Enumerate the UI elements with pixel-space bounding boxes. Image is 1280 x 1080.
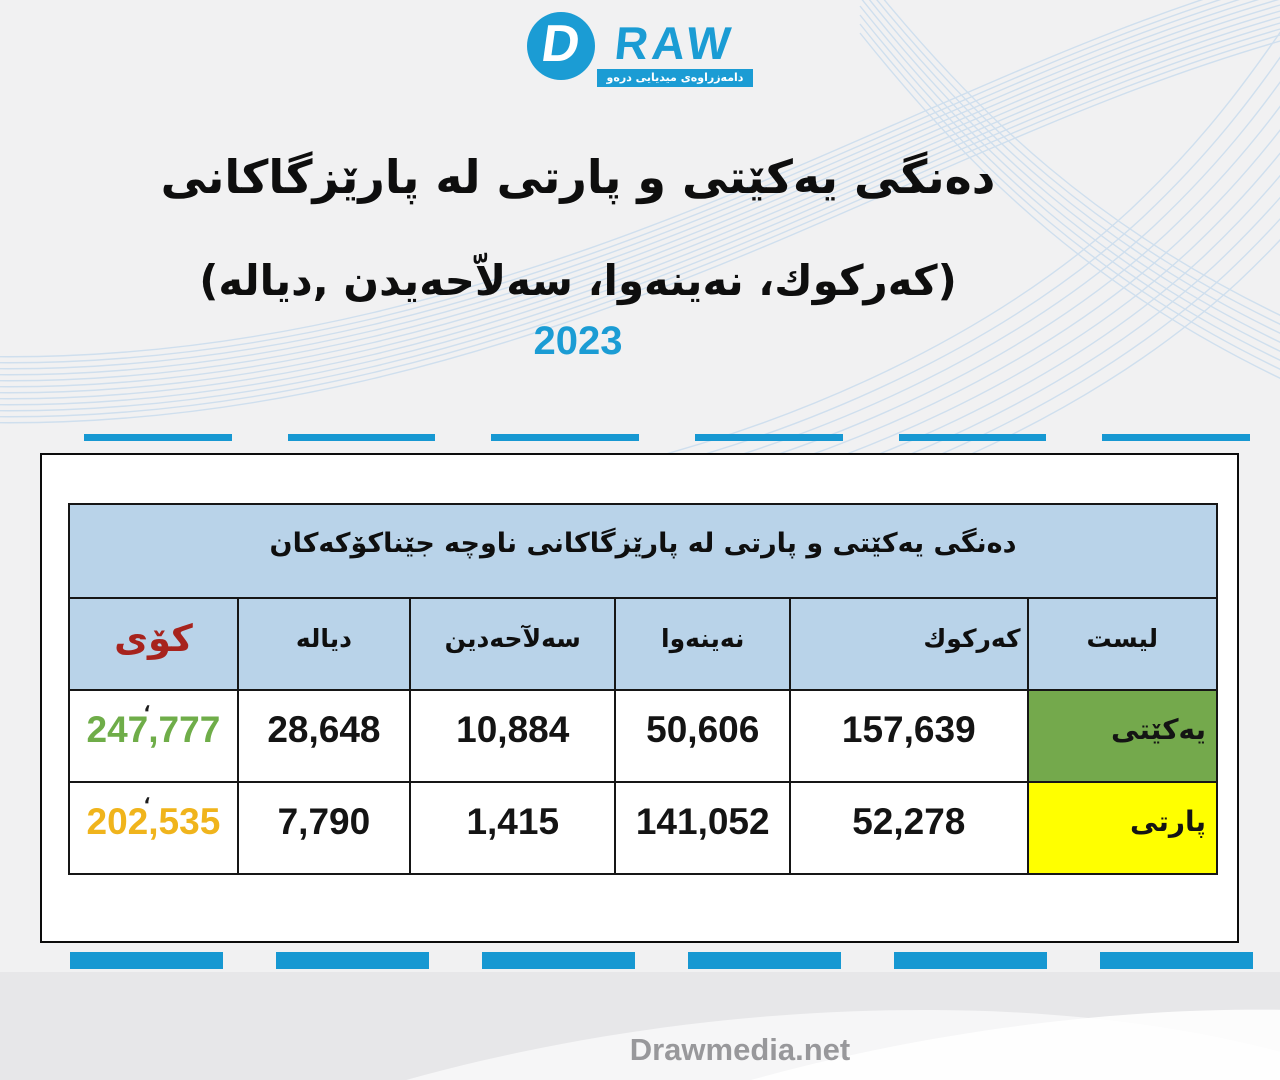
col-header-list: لیست [1026, 597, 1219, 691]
cell-yekiti-diyala: 28,648 [236, 689, 412, 783]
dash [1102, 434, 1251, 441]
dash [491, 434, 640, 441]
party-label-yekiti: یەکێتی [1026, 689, 1219, 783]
table-title: دەنگی یەکێتی و پارتی له پارێزگاکانی ناوچ… [68, 503, 1218, 599]
main-title-line1: دەنگی یەکێتی و پارتی له پارێزگاکانی [160, 150, 996, 204]
logo-d-icon: D [526, 12, 595, 80]
dash [695, 434, 843, 441]
col-header-nineveh: نەینەوا [614, 597, 791, 691]
table-card: دەنگی یەکێتی و پارتی له پارێزگاکانی ناوچ… [40, 453, 1239, 943]
dash [1100, 952, 1253, 969]
dash [276, 952, 429, 969]
cell-parti-diyala: 7,790 [236, 781, 412, 875]
col-header-total: كۆی [68, 597, 239, 691]
cell-yekiti-total: ، 247,777 [68, 689, 239, 783]
logo-d-letter: D [537, 15, 584, 73]
table-row-parti: پارتی 52,278 141,052 1,415 7,790 ، 202,5… [68, 781, 1219, 875]
col-header-kirkuk: كەركوك [788, 597, 1029, 691]
col-header-diyala: دیاله [236, 597, 412, 691]
cell-yekiti-salahaddin: 10,884 [408, 689, 617, 783]
dash [70, 952, 223, 969]
cell-yekiti-kirkuk: 157,639 [788, 689, 1029, 783]
divider-dashes-top [84, 434, 1251, 441]
year-label: 2023 [533, 319, 623, 363]
draw-media-logo: D RAW دامەزراوەی میدیایی درەو [0, 12, 1280, 87]
table-header-row: لیست كەركوك نەینەوا سەلآحەدین دیاله كۆی [68, 597, 1219, 691]
total-value: 202,535 [86, 800, 221, 842]
party-label-parti: پارتی [1026, 781, 1219, 875]
total-value: 247,777 [86, 708, 221, 750]
dash [898, 434, 1047, 441]
divider-dashes-bottom [70, 952, 1253, 969]
logo-tagline: دامەزراوەی میدیایی درەو [596, 69, 754, 87]
cell-parti-kirkuk: 52,278 [788, 781, 1029, 875]
cell-parti-salahaddin: 1,415 [408, 781, 617, 875]
stray-mark: ، [143, 691, 151, 716]
main-title-line2: (كەركوك، نەینەوا، سەلاّحەیدن ,دیاله) [199, 256, 957, 305]
col-header-salahaddin: سەلآحەدین [408, 597, 617, 691]
dash [482, 952, 635, 969]
votes-table: دەنگی یەکێتی و پارتی له پارێزگاکانی ناوچ… [68, 503, 1219, 875]
dash [84, 434, 232, 441]
title-block: دەنگی یەکێتی و پارتی له پارێزگاکانی (كەر… [0, 150, 1218, 364]
cell-yekiti-nineveh: 50,606 [614, 689, 791, 783]
stray-mark: ، [143, 783, 151, 808]
logo-text-block: RAW دامەزراوەی میدیایی درەو [596, 17, 754, 87]
cell-parti-nineveh: 141,052 [614, 781, 791, 875]
background-swoosh [0, 972, 1280, 1080]
dash [894, 952, 1047, 969]
footer-website: Drawmedia.net [629, 1032, 851, 1067]
logo-wordmark: RAW [612, 17, 738, 69]
table-row-yekiti: یەکێتی 157,639 50,606 10,884 28,648 ، 24… [68, 689, 1219, 783]
dash [287, 434, 436, 441]
cell-parti-total: ، 202,535 [68, 781, 239, 875]
dash [688, 952, 841, 969]
